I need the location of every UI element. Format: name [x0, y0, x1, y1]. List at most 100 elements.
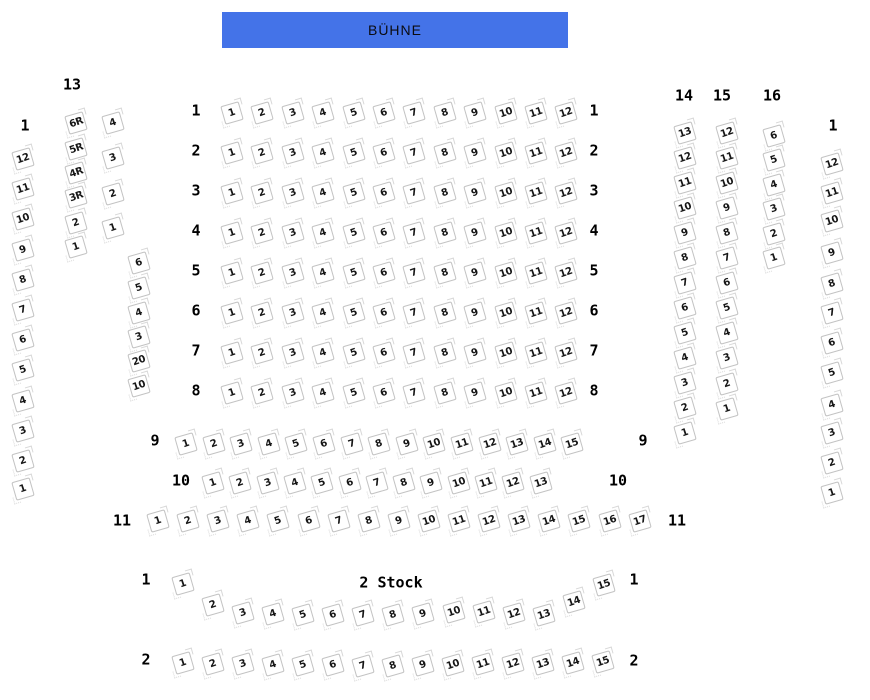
seat-box-14-2[interactable]: 2: [673, 396, 697, 420]
seat-row-5-8[interactable]: 8: [433, 261, 457, 285]
seat-box-14-5[interactable]: 5: [673, 321, 697, 345]
seat-row-10-12[interactable]: 12: [501, 471, 525, 495]
seat-row-11-15[interactable]: 15: [567, 509, 591, 533]
seat-row-3-12[interactable]: 12: [554, 181, 578, 205]
seat-stock-row-2-3[interactable]: 3: [231, 652, 255, 676]
seat-row-11-10[interactable]: 10: [417, 509, 441, 533]
seat-stock-row-1-4[interactable]: 4: [261, 602, 285, 626]
seat-row-9-8[interactable]: 8: [367, 432, 391, 456]
seat-row-11-17[interactable]: 17: [628, 509, 652, 533]
seat-row-6-6[interactable]: 6: [372, 301, 396, 325]
seat-row-11-9[interactable]: 9: [387, 509, 411, 533]
seat-right-box-1-5[interactable]: 5: [820, 361, 844, 385]
seat-box-13-front-2[interactable]: 2: [101, 182, 125, 206]
seat-box-14-7[interactable]: 7: [673, 271, 697, 295]
seat-stock-row-2-9[interactable]: 9: [411, 653, 435, 677]
seat-stock-row-1-9[interactable]: 9: [411, 602, 435, 626]
seat-row-2-2[interactable]: 2: [250, 141, 274, 165]
seat-row-7-8[interactable]: 8: [433, 341, 457, 365]
seat-stock-row-2-11[interactable]: 11: [471, 652, 495, 676]
seat-row-6-9[interactable]: 9: [463, 301, 487, 325]
seat-row-10-3[interactable]: 3: [256, 471, 280, 495]
seat-row-1-7[interactable]: 7: [402, 101, 426, 125]
seat-box-15-8[interactable]: 8: [715, 221, 739, 245]
seat-row-7-6[interactable]: 6: [372, 341, 396, 365]
seat-row-2-8[interactable]: 8: [433, 141, 457, 165]
seat-box-14-13[interactable]: 13: [673, 121, 697, 145]
seat-row-10-1[interactable]: 1: [201, 471, 225, 495]
seat-row-3-7[interactable]: 7: [402, 181, 426, 205]
seat-row-1-3[interactable]: 3: [281, 101, 305, 125]
seat-right-box-1-7[interactable]: 7: [820, 301, 844, 325]
seat-row-8-2[interactable]: 2: [250, 381, 274, 405]
seat-left-box-1-10[interactable]: 10: [11, 207, 35, 231]
seat-stock-row-2-13[interactable]: 13: [531, 652, 555, 676]
seat-row-10-8[interactable]: 8: [392, 471, 416, 495]
seat-row-1-9[interactable]: 9: [463, 101, 487, 125]
seat-mid-left-col-6[interactable]: 6: [127, 251, 151, 275]
seat-row-2-7[interactable]: 7: [402, 141, 426, 165]
seat-box-13-front-3[interactable]: 3: [101, 146, 125, 170]
seat-box-13-front-4[interactable]: 4: [101, 111, 125, 135]
seat-row-5-12[interactable]: 12: [554, 261, 578, 285]
seat-row-10-11[interactable]: 11: [474, 471, 498, 495]
seat-row-7-2[interactable]: 2: [250, 341, 274, 365]
seat-row-1-8[interactable]: 8: [433, 101, 457, 125]
seat-row-5-9[interactable]: 9: [463, 261, 487, 285]
seat-row-9-10[interactable]: 10: [422, 432, 446, 456]
seat-stock-row-1-12[interactable]: 12: [502, 602, 526, 626]
seat-box-15-10[interactable]: 10: [715, 171, 739, 195]
seat-row-3-1[interactable]: 1: [220, 181, 244, 205]
seat-row-4-10[interactable]: 10: [494, 221, 518, 245]
seat-row-11-3[interactable]: 3: [206, 509, 230, 533]
seat-mid-left-col-20[interactable]: 20: [127, 349, 151, 373]
seat-row-8-3[interactable]: 3: [281, 381, 305, 405]
seat-stock-row-2-14[interactable]: 14: [561, 651, 585, 675]
seat-row-1-10[interactable]: 10: [494, 101, 518, 125]
seat-row-4-6[interactable]: 6: [372, 221, 396, 245]
seat-stock-row-1-1[interactable]: 1: [171, 572, 195, 596]
seat-row-3-5[interactable]: 5: [342, 181, 366, 205]
seat-box-13-rear-1[interactable]: 1: [64, 235, 88, 259]
seat-mid-left-col-10[interactable]: 10: [127, 374, 151, 398]
seat-box-15-1[interactable]: 1: [715, 397, 739, 421]
seat-row-6-8[interactable]: 8: [433, 301, 457, 325]
seat-stock-row-2-5[interactable]: 5: [291, 653, 315, 677]
seat-row-8-5[interactable]: 5: [342, 381, 366, 405]
seat-row-1-1[interactable]: 1: [220, 101, 244, 125]
seat-row-9-12[interactable]: 12: [478, 432, 502, 456]
seat-row-2-5[interactable]: 5: [342, 141, 366, 165]
seat-right-box-1-10[interactable]: 10: [820, 209, 844, 233]
seat-stock-row-2-1[interactable]: 1: [171, 651, 195, 675]
seat-row-11-1[interactable]: 1: [146, 509, 170, 533]
seat-row-9-3[interactable]: 3: [229, 432, 253, 456]
seat-box-14-10[interactable]: 10: [673, 196, 697, 220]
seat-row-1-6[interactable]: 6: [372, 101, 396, 125]
seat-right-box-1-12[interactable]: 12: [820, 152, 844, 176]
seat-box-14-12[interactable]: 12: [673, 146, 697, 170]
seat-stock-row-1-8[interactable]: 8: [381, 603, 405, 627]
seat-box-16-3[interactable]: 3: [762, 197, 786, 221]
seat-stock-row-1-11[interactable]: 11: [472, 600, 496, 624]
seat-stock-row-1-5[interactable]: 5: [291, 603, 315, 627]
seat-row-6-4[interactable]: 4: [311, 301, 335, 325]
seat-row-3-3[interactable]: 3: [281, 181, 305, 205]
seat-box-15-7[interactable]: 7: [715, 246, 739, 270]
seat-row-8-10[interactable]: 10: [494, 381, 518, 405]
seat-left-box-1-4[interactable]: 4: [11, 389, 35, 413]
seat-row-8-9[interactable]: 9: [463, 381, 487, 405]
seat-stock-row-1-2[interactable]: 2: [201, 593, 225, 617]
seat-row-8-7[interactable]: 7: [402, 381, 426, 405]
seat-box-13-front-1[interactable]: 1: [101, 216, 125, 240]
seat-row-11-12[interactable]: 12: [477, 509, 501, 533]
seat-row-9-4[interactable]: 4: [257, 432, 281, 456]
seat-row-11-8[interactable]: 8: [357, 509, 381, 533]
seat-row-10-6[interactable]: 6: [338, 471, 362, 495]
seat-row-11-14[interactable]: 14: [537, 509, 561, 533]
seat-left-box-1-11[interactable]: 11: [11, 177, 35, 201]
seat-row-4-12[interactable]: 12: [554, 221, 578, 245]
seat-row-7-9[interactable]: 9: [463, 341, 487, 365]
seat-row-4-1[interactable]: 1: [220, 221, 244, 245]
seat-row-8-12[interactable]: 12: [554, 381, 578, 405]
seat-left-box-1-7[interactable]: 7: [11, 298, 35, 322]
